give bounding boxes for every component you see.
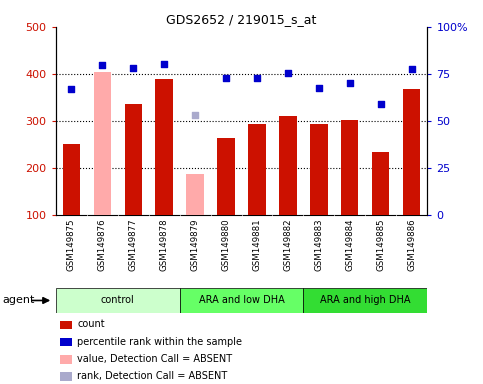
Text: GSM149878: GSM149878 [159,219,169,271]
Point [160,61,168,67]
Text: GSM149876: GSM149876 [98,219,107,271]
Text: GSM149875: GSM149875 [67,219,75,271]
Text: GSM149881: GSM149881 [253,219,261,271]
Point [377,101,385,107]
Text: ARA and high DHA: ARA and high DHA [320,295,411,306]
FancyBboxPatch shape [303,288,427,313]
Bar [341,119,358,215]
FancyBboxPatch shape [180,288,303,313]
Text: GSM149879: GSM149879 [190,219,199,271]
Text: agent: agent [2,295,35,306]
Text: GSM149880: GSM149880 [222,219,230,271]
Text: GSM149885: GSM149885 [376,219,385,271]
FancyBboxPatch shape [56,288,180,313]
Point [315,85,323,91]
Text: value, Detection Call = ABSENT: value, Detection Call = ABSENT [77,354,232,364]
Text: GSM149883: GSM149883 [314,219,324,271]
Point [129,65,137,71]
Text: GSM149877: GSM149877 [128,219,138,271]
Point [408,66,416,72]
Point [67,85,75,91]
Bar [217,138,235,215]
Text: percentile rank within the sample: percentile rank within the sample [77,337,242,347]
Bar [94,71,111,215]
Point [98,62,106,68]
Bar [125,104,142,215]
Bar [186,174,203,215]
Text: GSM149886: GSM149886 [408,219,416,271]
Text: rank, Detection Call = ABSENT: rank, Detection Call = ABSENT [77,371,227,381]
Point [222,75,230,81]
Bar [311,124,327,215]
Text: GSM149884: GSM149884 [345,219,355,271]
Point [191,112,199,118]
Point [284,70,292,76]
Bar [248,124,266,215]
Text: ARA and low DHA: ARA and low DHA [199,295,284,306]
Bar [403,88,421,215]
Bar [156,79,172,215]
Bar [280,116,297,215]
Point [346,80,354,86]
Text: count: count [77,319,105,329]
Bar [62,144,80,215]
Text: GSM149882: GSM149882 [284,219,293,271]
Text: control: control [100,295,134,306]
Title: GDS2652 / 219015_s_at: GDS2652 / 219015_s_at [166,13,317,26]
Point [253,75,261,81]
Bar [372,152,389,215]
